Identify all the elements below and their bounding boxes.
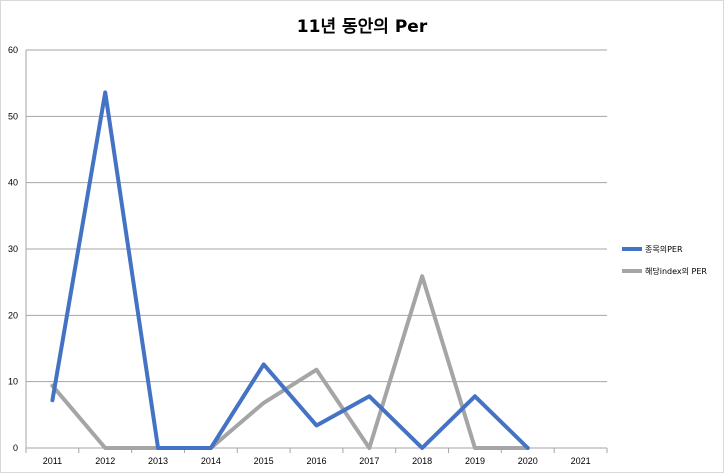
legend-item-0: 종목의PER bbox=[622, 238, 722, 260]
y-tick-label-5: 50 bbox=[8, 111, 18, 121]
series-line-0 bbox=[50, 90, 530, 450]
x-tick-label-10: 2021 bbox=[571, 456, 591, 466]
series-line-1 bbox=[50, 274, 530, 450]
y-tick-label-1: 10 bbox=[8, 377, 18, 387]
x-tick-label-3: 2014 bbox=[201, 456, 221, 466]
x-tick-label-6: 2017 bbox=[359, 456, 379, 466]
x-tick-label-1: 2012 bbox=[95, 456, 115, 466]
x-tick-label-2: 2013 bbox=[148, 456, 168, 466]
legend: 종목의PER 해당index의 PER bbox=[622, 238, 722, 282]
legend-swatch bbox=[622, 247, 642, 251]
x-tick-label-8: 2019 bbox=[465, 456, 485, 466]
y-tick-label-0: 0 bbox=[13, 443, 18, 453]
x-tick-label-7: 2018 bbox=[412, 456, 432, 466]
x-tick-label-5: 2016 bbox=[306, 456, 326, 466]
y-tick-label-6: 60 bbox=[8, 45, 18, 55]
legend-label: 해당index의 PER bbox=[645, 266, 707, 276]
legend-swatch bbox=[622, 269, 642, 273]
legend-item-1: 해당index의 PER bbox=[622, 260, 722, 282]
y-tick-label-4: 40 bbox=[8, 178, 18, 188]
chart-title: 11년 동안의 Per bbox=[296, 17, 428, 37]
x-tick-label-9: 2020 bbox=[518, 456, 538, 466]
y-tick-label-3: 30 bbox=[8, 244, 18, 254]
x-tick-label-0: 2011 bbox=[43, 456, 62, 466]
y-tick-label-2: 20 bbox=[8, 310, 18, 320]
x-tick-label-4: 2015 bbox=[254, 456, 274, 466]
legend-label: 종목의PER bbox=[645, 244, 683, 254]
